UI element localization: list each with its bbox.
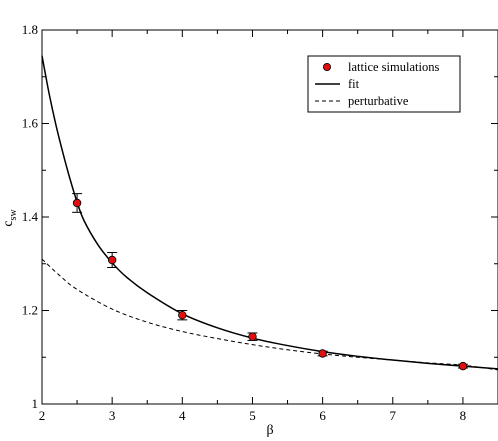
y-tick-label: 1.8	[22, 22, 38, 37]
data-point-group	[457, 361, 468, 371]
data-point-group	[72, 193, 83, 213]
x-tick-label: 4	[179, 408, 186, 423]
data-point	[72, 198, 82, 208]
x-tick-label: 5	[249, 408, 256, 423]
y-tick-label: 1.2	[22, 303, 38, 318]
y-tick-label: 1.4	[22, 209, 39, 224]
chart-curves	[41, 55, 498, 371]
y-tick-label: 1.6	[22, 116, 39, 131]
chart-points	[72, 193, 468, 371]
data-point-group	[317, 349, 328, 358]
data-point-group	[107, 252, 118, 268]
x-tick-label: 3	[109, 408, 116, 423]
data-point	[178, 310, 187, 320]
data-point	[458, 361, 468, 371]
x-tick-label: 8	[460, 408, 467, 423]
legend-label-lattice: lattice simulations	[348, 60, 439, 74]
y-axis-label-main: c	[1, 220, 16, 226]
legend-marker-lattice	[322, 63, 331, 72]
data-point	[318, 349, 327, 358]
x-tick-label: 6	[319, 408, 326, 423]
perturbative-curve	[41, 258, 498, 371]
data-point	[107, 255, 117, 265]
legend-label-fit: fit	[348, 77, 360, 91]
data-point-group	[247, 332, 258, 341]
legend: lattice simulations fit perturbative	[307, 55, 461, 113]
data-point	[248, 332, 257, 341]
x-tick-label: 7	[390, 408, 397, 423]
x-axis-label: β	[266, 423, 273, 438]
x-tick-label: 2	[39, 408, 46, 423]
y-axis-label-subscript: sw	[8, 209, 19, 221]
axis-ticks: 2 3 4 5 6 7 8 1 1.2 1.4 1.6 1.8	[22, 22, 498, 423]
fit-curve	[41, 55, 498, 370]
y-axis-label: csw	[1, 209, 19, 227]
data-point-group	[177, 310, 188, 321]
legend-label-perturbative: perturbative	[348, 94, 409, 108]
y-tick-label: 1	[32, 396, 39, 411]
